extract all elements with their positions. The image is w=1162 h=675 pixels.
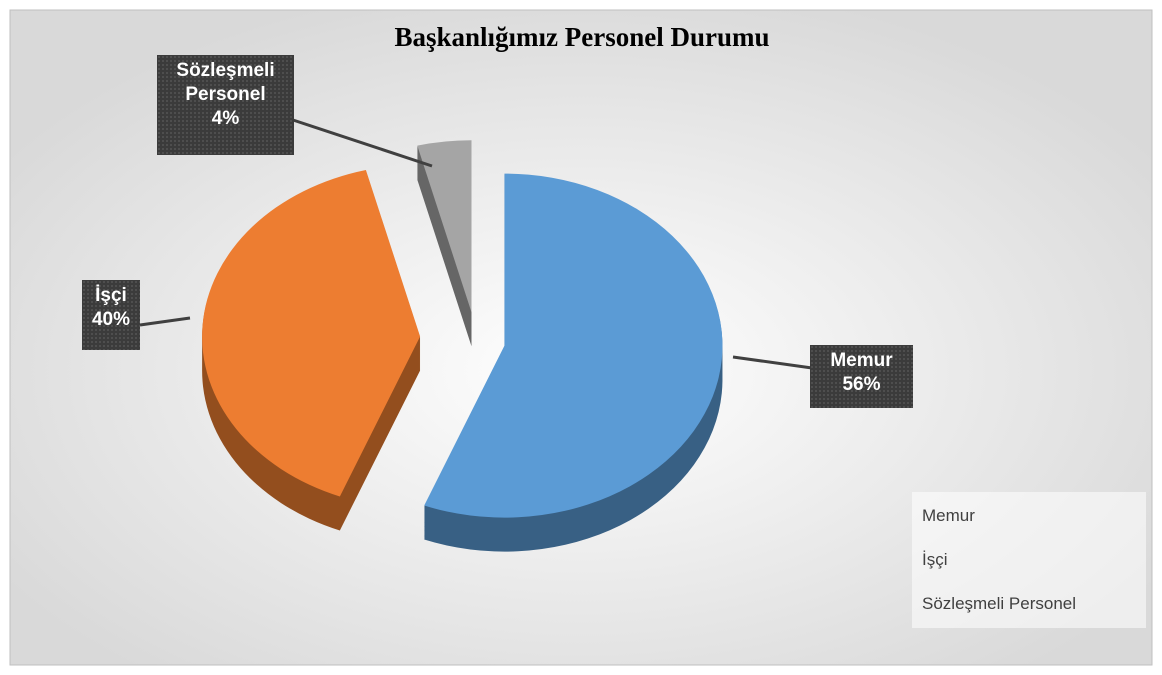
- slice: [417, 140, 472, 313]
- data-label-name: İşçi: [95, 285, 127, 306]
- slice: [202, 169, 421, 497]
- legend-label: İşçi: [922, 550, 948, 569]
- data-label-value: 40%: [91, 309, 131, 330]
- data-label-name: Sözleşmeli Personel: [176, 60, 275, 105]
- legend: Memur İşçi Sözleşmeli Personel: [912, 492, 1146, 628]
- slice: [424, 173, 723, 518]
- leader-line: [732, 355, 813, 370]
- legend-item: Sözleşmeli Personel: [922, 594, 1076, 614]
- data-label: İşçi 40%: [82, 280, 140, 350]
- data-label: Sözleşmeli Personel 4%: [157, 55, 294, 155]
- leader-line: [139, 316, 191, 327]
- data-label: Memur 56%: [810, 345, 913, 408]
- legend-item: İşçi: [922, 550, 948, 570]
- chart-title: Başkanlığımız Personel Durumu: [394, 22, 769, 52]
- legend-label: Memur: [922, 506, 975, 525]
- leader-line: [292, 118, 433, 168]
- legend-label: Sözleşmeli Personel: [922, 594, 1077, 613]
- data-label-value: 56%: [842, 374, 881, 395]
- data-label-name: Memur: [830, 350, 893, 371]
- legend-item: Memur: [922, 506, 975, 526]
- data-label-value: 4%: [211, 108, 240, 129]
